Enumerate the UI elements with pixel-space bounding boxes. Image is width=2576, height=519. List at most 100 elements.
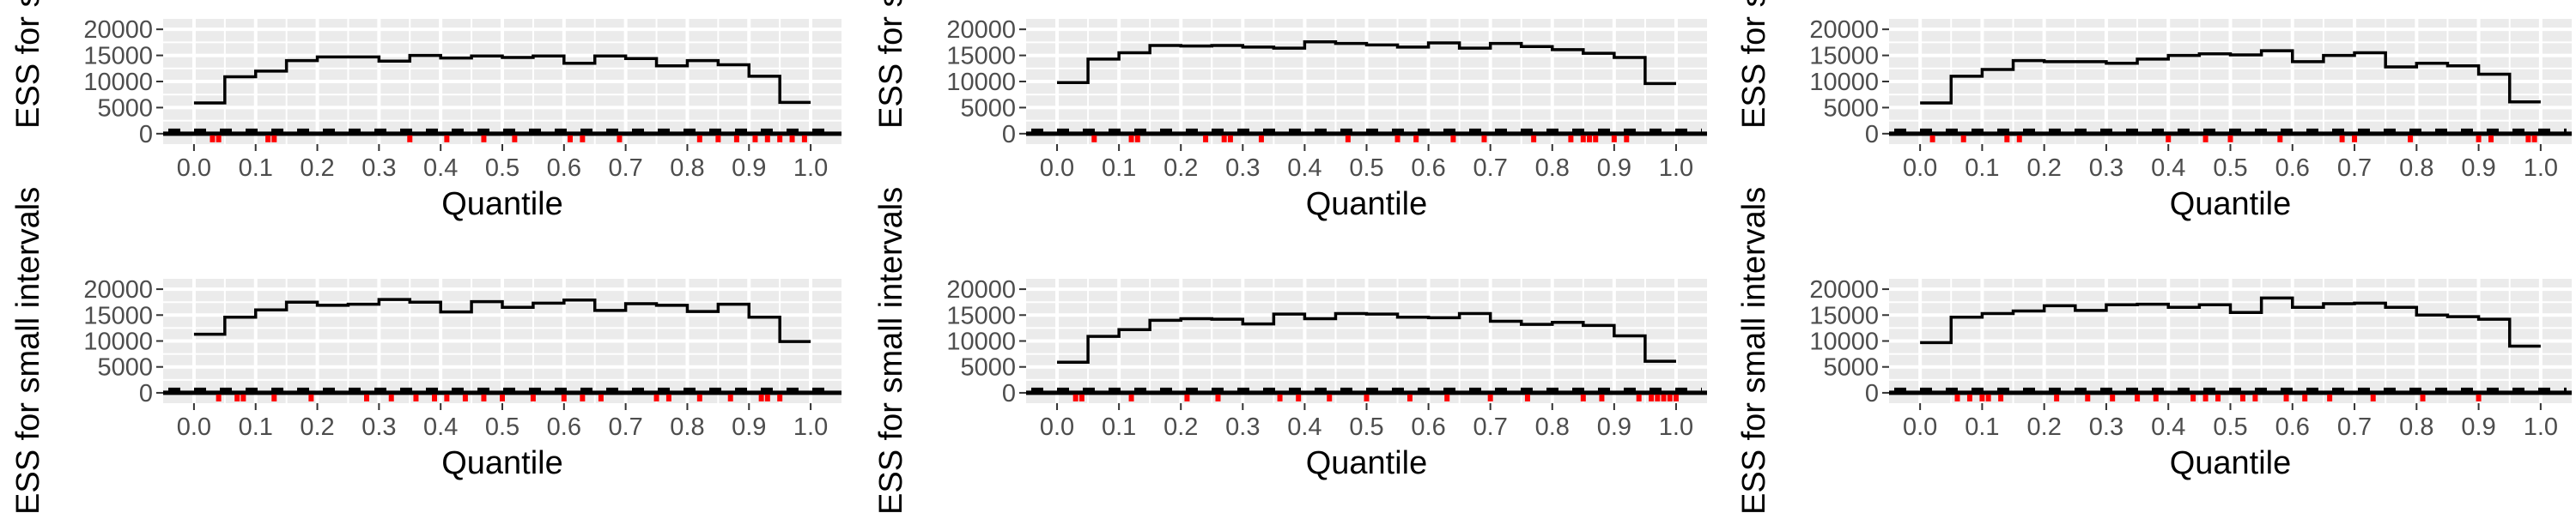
- x-tick-label: 0.0: [1903, 413, 1937, 441]
- y-tick-label: 10000: [83, 69, 153, 96]
- y-tick-label: 10000: [946, 329, 1016, 356]
- x-tick-label: 0.7: [2337, 154, 2372, 182]
- y-axis-title: ESS for small intervals: [10, 187, 46, 515]
- red-rug-mark: [733, 135, 739, 142]
- ess-step-line: [1920, 49, 2541, 105]
- red-rug-mark: [2302, 394, 2308, 401]
- x-tick-label: 0.7: [608, 413, 642, 441]
- x-tick-label: 0.0: [177, 154, 211, 182]
- red-rug-mark: [216, 135, 222, 142]
- red-rug-mark: [1593, 135, 1599, 142]
- x-tick-label: 1.0: [2524, 413, 2558, 441]
- red-rug-mark: [653, 394, 659, 401]
- y-tick-label: 10000: [1809, 329, 1879, 356]
- red-rug-mark: [481, 394, 487, 401]
- y-tick-label: 15000: [83, 302, 153, 329]
- x-tick-label: 0.8: [670, 154, 704, 182]
- y-tick-label: 5000: [960, 94, 1016, 122]
- x-tick-label: 0.6: [2275, 413, 2310, 441]
- x-axis-title: Quantile: [441, 445, 563, 481]
- y-tick-label: 0: [1002, 121, 1016, 148]
- x-tick-label: 1.0: [2524, 154, 2558, 182]
- red-rug-mark: [1345, 135, 1351, 142]
- red-rug-mark: [1364, 394, 1370, 401]
- y-tick-label: 20000: [946, 276, 1016, 304]
- red-rug-mark: [2135, 394, 2141, 401]
- x-axis-title: Quantile: [1306, 186, 1428, 222]
- red-rug-mark: [265, 135, 271, 142]
- red-rug-mark: [2352, 135, 2358, 142]
- y-tick-label: 15000: [1809, 43, 1879, 70]
- red-rug-mark: [1636, 394, 1642, 401]
- y-tick-label: 5000: [97, 354, 153, 382]
- y-axis-title: ESS for small intervals: [873, 187, 909, 515]
- red-rug-mark: [777, 135, 783, 142]
- x-tick-label: 0.2: [2027, 413, 2062, 441]
- y-axis-title: ESS for small intervals: [10, 0, 46, 129]
- red-rug-mark: [2166, 135, 2172, 142]
- x-axis-title: Quantile: [2170, 186, 2292, 222]
- x-tick-label: 0.3: [361, 413, 396, 441]
- red-rug-mark: [1258, 135, 1264, 142]
- y-tick-label: 10000: [946, 69, 1016, 96]
- red-rug-mark: [500, 394, 505, 401]
- x-tick-label: 0.5: [1349, 413, 1383, 441]
- x-tick-label: 0.6: [547, 154, 581, 182]
- x-tick-label: 0.5: [2213, 154, 2247, 182]
- x-tick-label: 0.8: [670, 413, 704, 441]
- red-rug-mark: [271, 394, 277, 401]
- x-tick-label: 0.5: [2213, 413, 2247, 441]
- red-rug-mark: [481, 135, 487, 142]
- red-rug-mark: [2227, 135, 2233, 142]
- x-tick-label: 0.2: [300, 154, 334, 182]
- x-tick-label: 0.2: [1163, 154, 1198, 182]
- red-rug-mark: [789, 135, 795, 142]
- y-tick-label: 5000: [1823, 94, 1879, 122]
- red-rug-mark: [2531, 135, 2537, 142]
- red-rug-mark: [696, 394, 702, 401]
- ess-step-line: [1920, 296, 2541, 348]
- red-rug-mark: [462, 394, 468, 401]
- x-tick-label: 0.6: [547, 413, 581, 441]
- red-rug-mark: [764, 135, 770, 142]
- red-rug-mark: [2085, 394, 2091, 401]
- red-rug-mark: [2488, 135, 2494, 142]
- y-tick-label: 0: [139, 380, 153, 407]
- red-rug-mark: [234, 394, 240, 401]
- y-tick-label: 10000: [1809, 69, 1879, 96]
- red-rug-mark: [1487, 394, 1493, 401]
- red-rug-mark: [2004, 135, 2010, 142]
- ess-step-line: [193, 298, 811, 343]
- x-tick-label: 0.0: [1040, 154, 1074, 182]
- x-tick-label: 0.4: [2151, 154, 2185, 182]
- red-rug-mark: [2476, 135, 2482, 142]
- red-rug-mark: [1929, 135, 1935, 142]
- y-tick-label: 20000: [946, 16, 1016, 44]
- red-rug-mark: [2327, 394, 2333, 401]
- red-rug-mark: [1960, 135, 1966, 142]
- y-tick-label: 5000: [960, 354, 1016, 382]
- red-rug-mark: [568, 135, 573, 142]
- ess-step-line: [1057, 311, 1676, 365]
- red-rug-mark: [758, 394, 764, 401]
- x-tick-label: 0.7: [608, 154, 642, 182]
- x-tick-label: 0.4: [423, 413, 458, 441]
- red-rug-mark: [388, 394, 394, 401]
- red-rug-mark: [1998, 394, 2004, 401]
- red-rug-mark: [1667, 394, 1673, 401]
- x-tick-label: 0.5: [485, 154, 519, 182]
- red-rug-mark: [752, 135, 758, 142]
- red-rug-mark: [580, 394, 586, 401]
- y-axis-title: ESS for small intervals: [1736, 0, 1772, 129]
- x-tick-label: 0.2: [2027, 154, 2062, 182]
- red-rug-mark: [665, 394, 671, 401]
- x-tick-label: 0.6: [1411, 413, 1445, 441]
- x-tick-label: 0.2: [300, 413, 334, 441]
- red-rug-mark: [2339, 135, 2345, 142]
- red-rug-mark: [1128, 394, 1134, 401]
- y-tick-label: 0: [1865, 121, 1879, 148]
- red-rug-mark: [1444, 394, 1450, 401]
